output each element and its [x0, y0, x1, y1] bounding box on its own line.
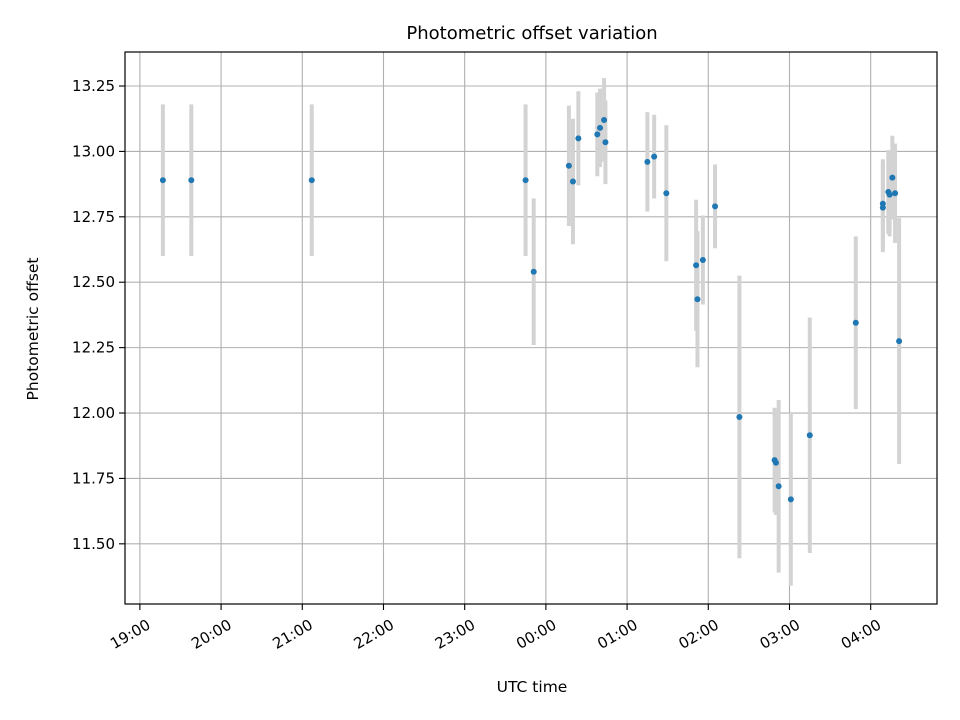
data-point: [879, 204, 886, 211]
data-point: [569, 178, 576, 185]
data-point: [565, 162, 572, 169]
y-axis-label: Photometric offset: [24, 258, 42, 401]
data-point: [896, 338, 903, 345]
data-point: [663, 190, 670, 197]
data-point: [886, 191, 893, 198]
data-point: [889, 174, 896, 181]
y-tick-label: 11.50: [72, 535, 115, 553]
chart-title: Photometric offset variation: [406, 23, 657, 44]
y-tick-label: 12.50: [72, 273, 115, 291]
data-point: [530, 268, 537, 275]
y-tick-label: 13.00: [72, 142, 115, 160]
data-point: [775, 483, 782, 490]
y-tick-label: 12.75: [72, 208, 115, 226]
data-point: [736, 413, 743, 420]
data-point: [694, 296, 701, 303]
data-point: [892, 190, 899, 197]
data-point: [644, 158, 651, 165]
data-point: [159, 177, 166, 184]
data-point: [651, 153, 658, 160]
data-point: [852, 319, 859, 326]
data-point: [806, 432, 813, 439]
y-tick-label: 11.75: [72, 469, 115, 487]
data-point: [772, 459, 779, 466]
data-point: [601, 117, 608, 124]
x-axis-label: UTC time: [497, 678, 568, 696]
data-point: [308, 177, 315, 184]
data-point: [594, 131, 601, 138]
data-point: [712, 203, 719, 210]
data-point: [602, 139, 609, 146]
y-tick-label: 12.25: [72, 339, 115, 357]
data-point: [787, 496, 794, 503]
data-point: [597, 124, 604, 131]
data-point: [522, 177, 529, 184]
data-point: [575, 135, 582, 142]
plot-frame: [124, 51, 938, 605]
y-tick-label: 13.25: [72, 77, 115, 95]
data-point: [699, 256, 706, 263]
y-axis-ticks: 11.50 11.75 12.00 12.25 12.50 12.75 13.00 13.25: [72, 77, 125, 553]
y-tick-label: 12.00: [72, 404, 115, 422]
data-points: [159, 117, 903, 503]
data-point: [188, 177, 195, 184]
data-point: [693, 262, 700, 269]
grid: [125, 52, 937, 604]
